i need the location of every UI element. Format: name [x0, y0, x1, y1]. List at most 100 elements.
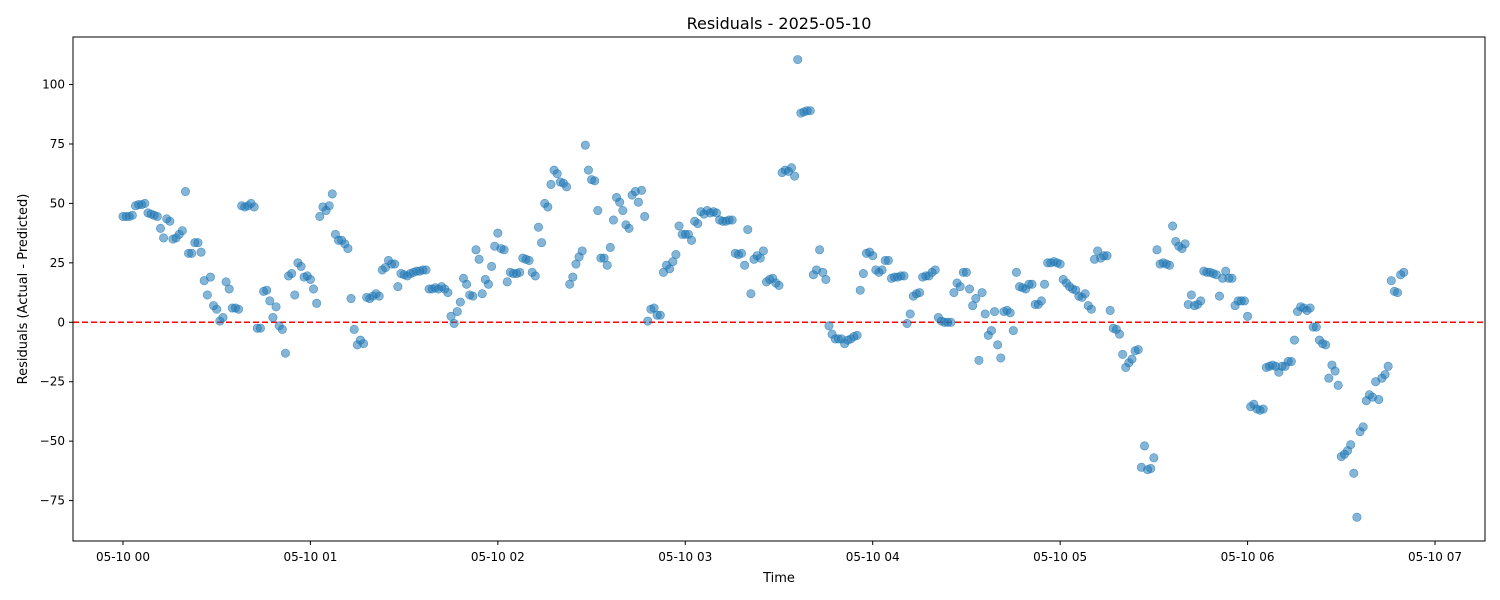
scatter-point — [786, 163, 796, 173]
scatter-point — [1008, 326, 1018, 336]
scatter-point — [471, 245, 481, 255]
scatter-point — [196, 247, 206, 257]
scatter-point — [502, 277, 512, 287]
scatter-point — [443, 288, 453, 298]
scatter-point — [905, 309, 915, 319]
scatter-point — [590, 176, 600, 186]
scatter-point — [287, 269, 297, 279]
scatter-point — [852, 330, 862, 340]
scatter-point — [1180, 239, 1190, 249]
scatter-point — [1321, 340, 1331, 350]
scatter-point — [349, 324, 359, 334]
scatter-point — [858, 269, 868, 279]
scatter-point — [487, 261, 497, 271]
scatter-point — [1258, 404, 1268, 414]
scatter-point — [1386, 276, 1396, 286]
scatter-point — [1186, 290, 1196, 300]
scatter-point — [1196, 296, 1206, 306]
scatter-point — [946, 317, 956, 327]
scatter-point — [727, 215, 737, 225]
scatter-point — [608, 215, 618, 225]
scatter-point — [255, 323, 265, 333]
x-tick-label: 05-10 05 — [1033, 550, 1087, 564]
scatter-point — [452, 307, 462, 317]
scatter-point — [971, 294, 981, 304]
scatter-point — [537, 238, 547, 248]
scatter-point — [449, 318, 459, 328]
scatter-point — [1311, 322, 1321, 332]
scatter-point — [883, 255, 893, 265]
scatter-point — [961, 267, 971, 277]
scatter-point — [193, 238, 203, 248]
scatter-point — [499, 245, 509, 255]
scatter-point — [974, 355, 984, 365]
scatter-point — [543, 202, 553, 212]
scatter-point — [605, 242, 615, 252]
scatter-point — [915, 288, 925, 298]
scatter-point — [1149, 453, 1159, 463]
scatter-point — [562, 182, 572, 192]
scatter-point — [774, 280, 784, 290]
scatter-point — [1164, 260, 1174, 270]
scatter-point — [249, 202, 259, 212]
scatter-point — [546, 179, 556, 189]
scatter-point — [1380, 370, 1390, 380]
scatter-point — [155, 223, 165, 233]
scatter-point — [1102, 251, 1112, 261]
scatter-point — [277, 324, 287, 334]
scatter-point — [393, 282, 403, 292]
scatter-point — [758, 246, 768, 256]
scatter-point — [271, 302, 281, 312]
scatter-point — [902, 318, 912, 328]
scatter-point — [980, 309, 990, 319]
scatter-point — [234, 304, 244, 314]
scatter-point — [1289, 335, 1299, 345]
scatter-point — [643, 316, 653, 326]
scatter-point — [580, 140, 590, 150]
x-axis: 05-10 00 05-10 01 05-10 02 05-10 03 05-10 04… — [96, 541, 1462, 564]
scatter-point — [177, 226, 187, 236]
scatter-point — [640, 211, 650, 221]
scatter-point — [421, 265, 431, 275]
scatter-point — [1133, 345, 1143, 355]
scatter-point — [990, 307, 1000, 317]
scatter-point — [290, 290, 300, 300]
scatter-point — [996, 353, 1006, 363]
scatter-point — [1011, 267, 1021, 277]
scatter-point — [1127, 354, 1137, 364]
scatter-point — [1286, 357, 1296, 367]
scatter-point — [949, 288, 959, 298]
x-axis-label: Time — [762, 571, 795, 586]
x-tick-label: 05-10 00 — [96, 550, 150, 564]
y-tick-label: 75 — [50, 137, 65, 151]
scatter-point — [324, 201, 334, 211]
scatter-point — [868, 251, 878, 261]
scatter-point — [468, 291, 478, 301]
scatter-point — [533, 222, 543, 232]
scatter-points — [118, 55, 1409, 522]
scatter-point — [602, 260, 612, 270]
scatter-point — [793, 55, 803, 65]
scatter-point — [593, 206, 603, 216]
scatter-point — [655, 310, 665, 320]
scatter-point — [455, 297, 465, 307]
scatter-point — [740, 260, 750, 270]
scatter-point — [993, 340, 1003, 350]
scatter-point — [805, 106, 815, 116]
scatter-point — [1036, 296, 1046, 306]
scatter-point — [1324, 373, 1334, 383]
scatter-point — [202, 290, 212, 300]
scatter-point — [152, 211, 162, 221]
scatter-point — [1352, 512, 1362, 522]
scatter-point — [180, 187, 190, 197]
scatter-point — [165, 216, 175, 226]
scatter-point — [1005, 308, 1015, 318]
scatter-point — [1358, 422, 1368, 432]
scatter-point — [187, 248, 197, 258]
scatter-point — [530, 271, 540, 281]
scatter-point — [615, 197, 625, 207]
scatter-point — [343, 244, 353, 254]
x-tick-label: 05-10 06 — [1221, 550, 1275, 564]
scatter-point — [265, 296, 275, 306]
scatter-point — [737, 248, 747, 258]
